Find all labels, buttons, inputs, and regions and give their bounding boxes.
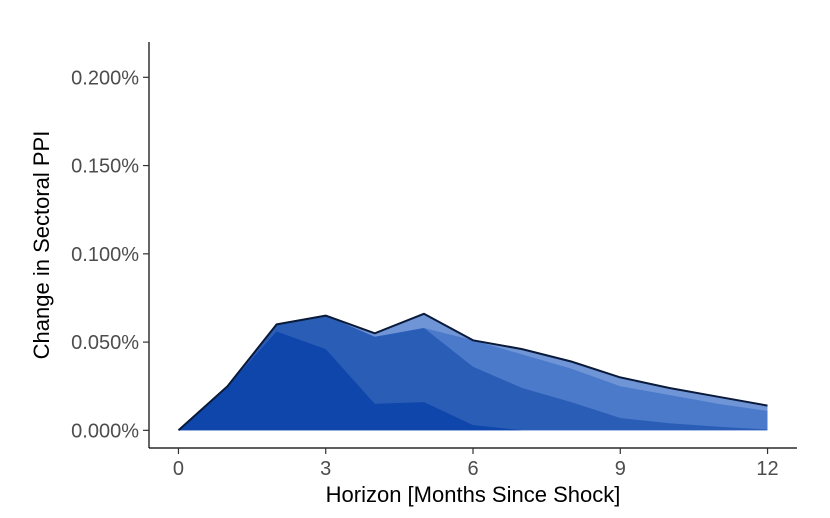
- area-layer-4: [178, 331, 768, 431]
- x-tick-label: 12: [756, 458, 778, 480]
- area-layers: [178, 313, 768, 431]
- x-tick-label: 6: [467, 458, 478, 480]
- total-outline: [177, 312, 768, 432]
- y-axis-title: Change in Sectoral PPI: [29, 131, 54, 360]
- y-tick-label: 0.150%: [71, 156, 139, 178]
- x-tick-label: 0: [173, 458, 184, 480]
- x-axis-ticks: 0 3 6 9 12: [173, 448, 779, 480]
- x-tick-label: 3: [320, 458, 331, 480]
- x-axis-title: Horizon [Months Since Shock]: [326, 482, 621, 507]
- y-tick-label: 0.100%: [71, 244, 139, 266]
- x-tick-label: 9: [615, 458, 626, 480]
- y-axis-ticks: 0.000% 0.050% 0.100% 0.150% 0.200%: [71, 67, 149, 442]
- y-tick-label: 0.000%: [71, 420, 139, 442]
- y-tick-label: 0.200%: [71, 67, 139, 89]
- y-tick-label: 0.050%: [71, 332, 139, 354]
